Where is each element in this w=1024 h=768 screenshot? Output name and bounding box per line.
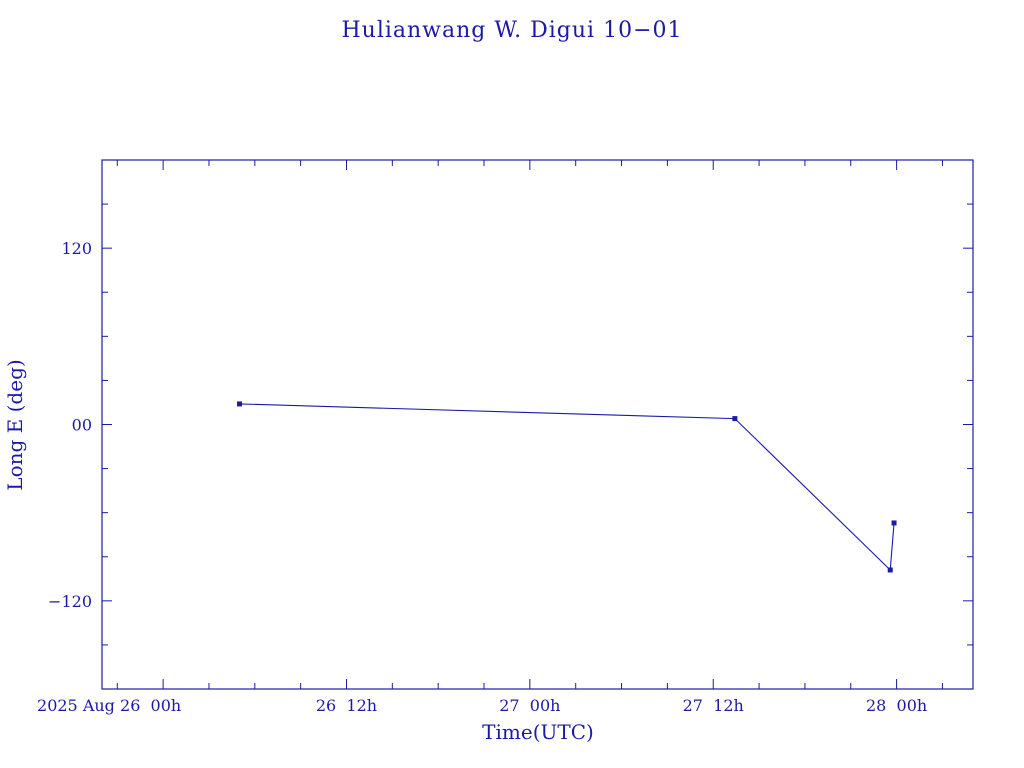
data-point: [237, 401, 243, 407]
x-tick-label: 26 12h: [316, 696, 377, 715]
x-tick-label: 27 12h: [683, 696, 744, 715]
x-tick-label: 28 00h: [866, 696, 927, 715]
y-tick-label: 00: [72, 416, 92, 435]
y-axis-label: Long E (deg): [3, 359, 27, 490]
data-point: [891, 520, 897, 526]
series-line: [239, 403, 895, 572]
y-tick-labels: 120 00 −120: [48, 239, 92, 611]
axis-ticks: [102, 160, 973, 689]
x-tick-label: 27 00h: [499, 696, 560, 715]
plot-frame: [101, 159, 974, 690]
data-point: [887, 567, 893, 573]
data-point: [732, 416, 738, 422]
series-group: [237, 401, 897, 573]
y-tick-label: 120: [61, 239, 92, 258]
x-tick-labels: 2025 Aug 26 00h 26 12h 27 00h 27 12h 28 00h: [37, 696, 927, 715]
x-axis-label: Time(UTC): [482, 720, 594, 744]
chart-title: Hulianwang W. Digui 10−01: [341, 18, 682, 43]
x-tick-label: 2025 Aug 26 00h: [37, 696, 181, 715]
y-tick-label: −120: [48, 592, 92, 611]
